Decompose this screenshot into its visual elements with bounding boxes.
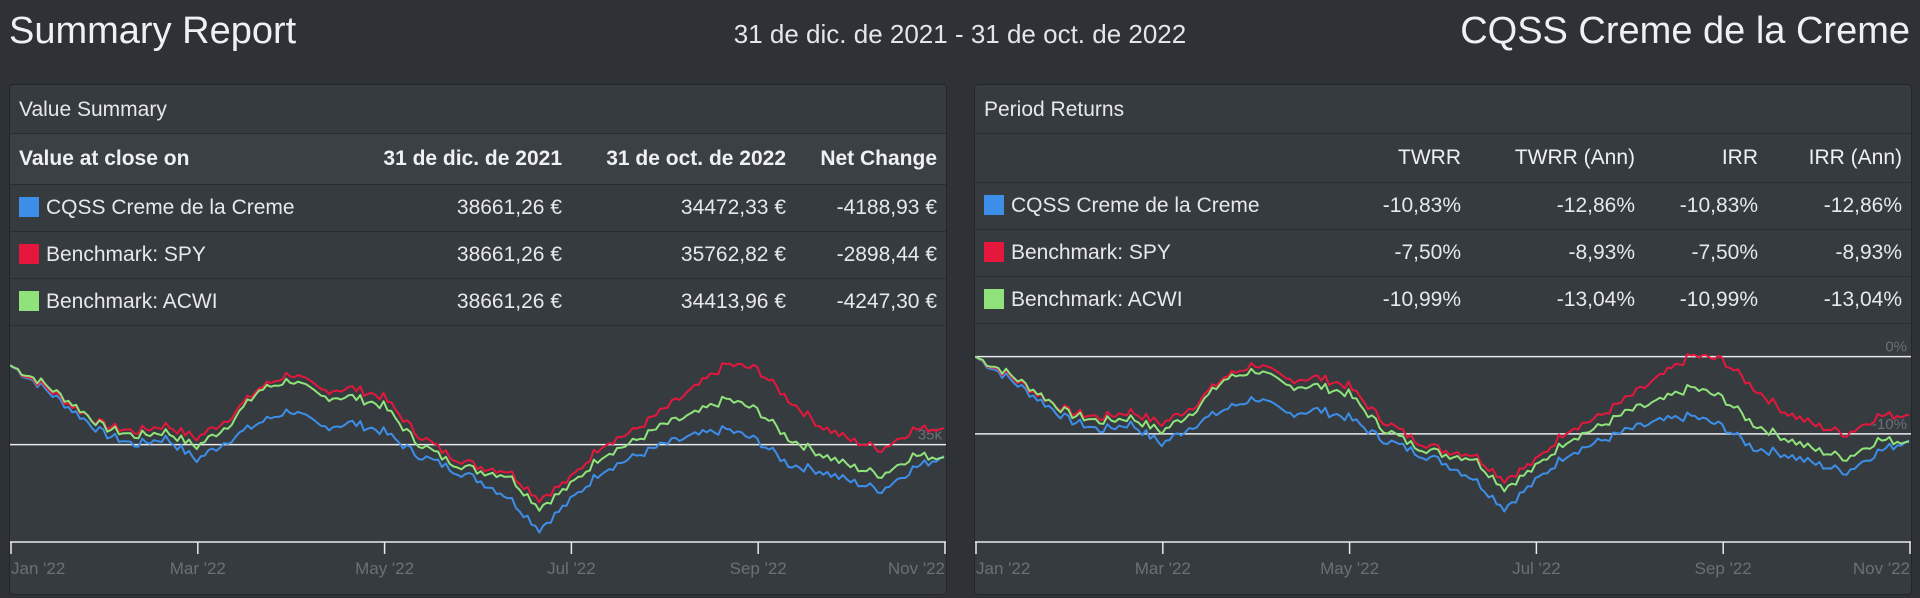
irr-value: -10,83% — [1679, 193, 1758, 217]
y-tick-label: -10% — [1872, 416, 1907, 433]
x-tick-label: Mar '22 — [170, 559, 226, 578]
column-header: TWRR — [1398, 145, 1461, 169]
twrr-ann-value: -13,04% — [1556, 287, 1635, 311]
spy-color-swatch — [19, 243, 39, 264]
end-value: 35762,82 € — [680, 242, 786, 266]
row-name-cell: Benchmark: SPY — [975, 229, 1335, 276]
x-tick-label: Sep '22 — [1695, 559, 1752, 578]
twrr-ann-value: -8,93% — [1568, 240, 1635, 264]
irr-ann-value: -13,04% — [1823, 287, 1902, 311]
table-header-row: TWRR TWRR (Ann) IRR IRR (Ann) — [975, 134, 1911, 182]
table-row: CQSS Creme de la Creme -10,83% -12,86% -… — [975, 182, 1911, 229]
column-header: IRR — [1721, 145, 1758, 169]
value-summary-table: Value at close on 31 de dic. de 2021 31 … — [10, 134, 946, 326]
end-value: 34413,96 € — [680, 289, 786, 313]
panel-title: Period Returns — [975, 85, 1911, 134]
portfolio-name: CQSS Creme de la Creme — [1460, 10, 1910, 52]
row-name-cell: Benchmark: SPY — [10, 231, 340, 278]
column-header: IRR (Ann) — [1808, 145, 1902, 169]
net-change: -2898,44 € — [836, 242, 937, 266]
row-label: CQSS Creme de la Creme — [46, 195, 295, 219]
returns-chart: 0% -10% Jan '22 Mar '22 May '22 Jul '22 Sep '2… — [975, 339, 1911, 578]
twrr-value: -7,50% — [1394, 240, 1461, 264]
series-line-0 — [10, 364, 945, 534]
portfolio-color-swatch — [984, 194, 1004, 215]
table-row: Benchmark: SPY 38661,26 € 35762,82 € -28… — [10, 231, 946, 278]
acwi-color-swatch — [19, 290, 39, 311]
series-line-2 — [10, 364, 945, 512]
report-header: Summary Report 31 de dic. de 2021 - 31 d… — [0, 0, 1920, 70]
x-tick-label: Nov '22 — [888, 559, 945, 578]
row-label: CQSS Creme de la Creme — [1011, 193, 1260, 217]
row-label: Benchmark: ACWI — [46, 289, 218, 313]
series-line-0 — [975, 355, 1910, 513]
date-range: 31 de dic. de 2021 - 31 de oct. de 2022 — [733, 19, 1187, 49]
end-value: 34472,33 € — [680, 195, 786, 219]
x-tick-label: Jan '22 — [11, 559, 65, 578]
start-value: 38661,26 € — [456, 289, 562, 313]
portfolio-color-swatch — [19, 196, 39, 217]
row-label: Benchmark: SPY — [46, 242, 206, 266]
table-row: Benchmark: ACWI -10,99% -13,04% -10,99% … — [975, 276, 1911, 323]
row-label: Benchmark: ACWI — [1011, 287, 1183, 311]
net-change: -4247,30 € — [836, 289, 937, 313]
table-row: Benchmark: SPY -7,50% -8,93% -7,50% -8,9… — [975, 229, 1911, 276]
series-line-1 — [975, 353, 1910, 484]
value-summary-panel: Value Summary Value at close on 31 de di… — [9, 84, 947, 595]
x-tick-label: Jan '22 — [976, 559, 1030, 578]
twrr-value: -10,99% — [1382, 287, 1461, 311]
x-tick-label: Sep '22 — [730, 559, 787, 578]
column-header: 31 de oct. de 2022 — [606, 146, 786, 170]
series-line-1 — [10, 362, 945, 504]
irr-ann-value: -12,86% — [1823, 193, 1902, 217]
x-tick-label: Nov '22 — [1853, 559, 1910, 578]
period-returns-panel: Period Returns TWRR TWRR (Ann) IRR IRR (… — [974, 84, 1912, 595]
table-header-row: Value at close on 31 de dic. de 2021 31 … — [10, 134, 946, 184]
acwi-color-swatch — [984, 288, 1004, 309]
column-header: Net Change — [820, 146, 937, 170]
row-name-cell: Benchmark: ACWI — [10, 278, 340, 325]
row-label: Benchmark: SPY — [1011, 240, 1171, 264]
irr-value: -7,50% — [1691, 240, 1758, 264]
column-header: 31 de dic. de 2021 — [383, 146, 562, 170]
page-title: Summary Report — [9, 10, 297, 52]
panel-title: Value Summary — [10, 85, 946, 134]
twrr-ann-value: -12,86% — [1556, 193, 1635, 217]
irr-ann-value: -8,93% — [1835, 240, 1902, 264]
row-name-cell: CQSS Creme de la Creme — [10, 184, 340, 231]
twrr-value: -10,83% — [1382, 193, 1461, 217]
y-tick-label: 0% — [1885, 339, 1907, 356]
column-header: TWRR (Ann) — [1514, 145, 1635, 169]
x-tick-label: Jul '22 — [1512, 559, 1561, 578]
period-returns-table: TWRR TWRR (Ann) IRR IRR (Ann) CQSS Creme… — [975, 134, 1911, 324]
start-value: 38661,26 € — [456, 195, 562, 219]
series-line-2 — [975, 355, 1910, 493]
table-row: Benchmark: ACWI 38661,26 € 34413,96 € -4… — [10, 278, 946, 325]
spy-color-swatch — [984, 241, 1004, 262]
x-tick-label: May '22 — [1320, 559, 1379, 578]
x-tick-label: Mar '22 — [1135, 559, 1191, 578]
net-change: -4188,93 € — [836, 195, 937, 219]
row-name-cell: CQSS Creme de la Creme — [975, 182, 1335, 229]
x-tick-label: May '22 — [355, 559, 414, 578]
table-row: CQSS Creme de la Creme 38661,26 € 34472,… — [10, 184, 946, 231]
start-value: 38661,26 € — [456, 242, 562, 266]
row-name-cell: Benchmark: ACWI — [975, 276, 1335, 323]
column-header: Value at close on — [19, 146, 190, 170]
column-header — [975, 134, 1335, 182]
irr-value: -10,99% — [1679, 287, 1758, 311]
x-tick-label: Jul '22 — [547, 559, 596, 578]
